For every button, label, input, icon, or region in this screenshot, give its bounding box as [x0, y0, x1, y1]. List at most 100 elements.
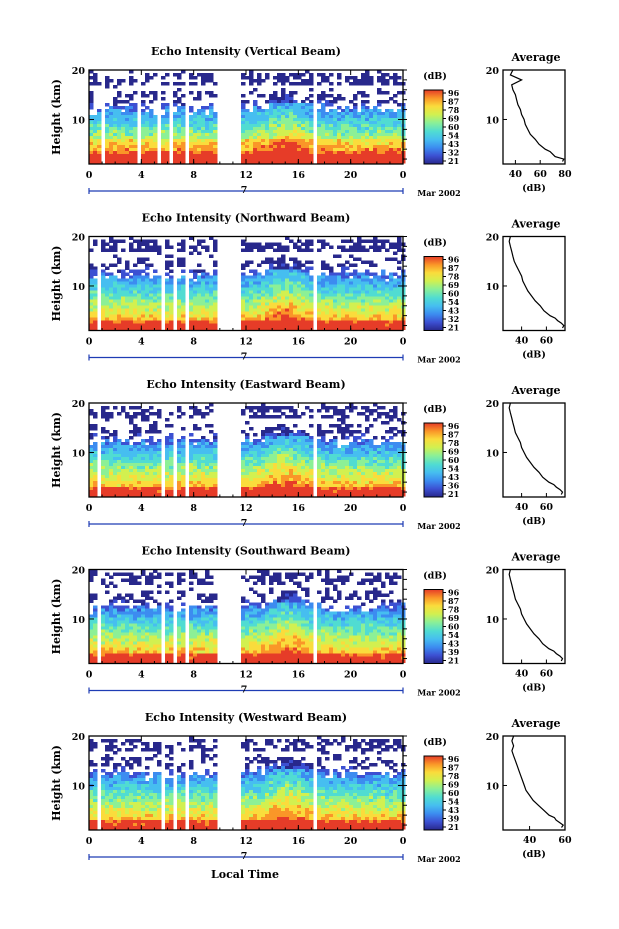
heatmap-cell [381, 73, 386, 77]
heatmap-cell [261, 403, 266, 407]
heatmap-cell [201, 308, 206, 312]
heatmap-cell [109, 457, 114, 461]
heatmap-cell [321, 472, 326, 476]
heatmap-cell [109, 466, 114, 470]
heatmap-cell [269, 245, 274, 249]
heatmap-cell [257, 139, 262, 143]
heatmap-cell [285, 478, 290, 482]
heatmap-cell [117, 439, 122, 443]
heatmap-cell [329, 136, 334, 140]
heatmap-cell [113, 436, 118, 440]
heatmap-cell [121, 278, 126, 282]
heatmap-cell [385, 284, 390, 288]
heatmap-cell [261, 412, 266, 416]
heatmap-cell [289, 145, 294, 149]
heatmap-cell [309, 82, 314, 86]
x-tick-label: 16 [292, 337, 306, 348]
heatmap-cell [365, 299, 370, 303]
heatmap-cell [341, 157, 346, 161]
heatmap-cell [297, 323, 302, 327]
heatmap-cell [365, 409, 370, 413]
heatmap-cell [293, 409, 298, 413]
heatmap-cell [297, 436, 302, 440]
heatmap-cell [385, 148, 390, 152]
heatmap-cell [373, 278, 378, 282]
heatmap-cell [265, 100, 270, 104]
heatmap-cell [261, 305, 266, 309]
heatmap-cell [153, 242, 158, 246]
heatmap-cell [253, 460, 258, 464]
heatmap-cell [345, 106, 350, 110]
heatmap-cell [381, 308, 386, 312]
heatmap-cell [89, 445, 94, 449]
heatmap-cell [117, 490, 122, 494]
heatmap-cell [345, 130, 350, 134]
heatmap-cell [277, 409, 282, 413]
heatmap-cell [113, 115, 118, 119]
heatmap-cell [269, 118, 274, 122]
heatmap-cell [105, 266, 110, 270]
heatmap-cell [213, 305, 218, 309]
heatmap-cell [245, 157, 250, 161]
heatmap-cell [209, 160, 214, 164]
heatmap-cell [117, 281, 122, 285]
heatmap-cell [297, 442, 302, 446]
heatmap-cell [249, 305, 254, 309]
heatmap-cell [125, 460, 130, 464]
heatmap-cell [397, 472, 402, 476]
heatmap-cell [273, 296, 278, 300]
heatmap-cell [213, 323, 218, 327]
heatmap-cell [201, 305, 206, 309]
heatmap-cell [205, 296, 210, 300]
heatmap-cell [129, 299, 134, 303]
heatmap-cell [121, 100, 126, 104]
heatmap-cell [321, 245, 326, 249]
heatmap-cell [361, 248, 366, 252]
heatmap-cell [93, 463, 98, 467]
heatmap-cell [129, 457, 134, 461]
heatmap-cell [345, 478, 350, 482]
heatmap-cell [257, 484, 262, 488]
heatmap-cell [113, 430, 118, 434]
heatmap-cell [277, 115, 282, 119]
heatmap-cell [269, 308, 274, 312]
heatmap-cells [89, 569, 406, 663]
heatmap-cell [125, 490, 130, 494]
heatmap-cell [169, 433, 174, 437]
heatmap-cell [125, 448, 130, 452]
heatmap-cell [89, 472, 94, 476]
heatmap-cell [213, 242, 218, 246]
heatmap-cell [329, 290, 334, 294]
heatmap-cell [333, 254, 338, 258]
heatmap-cell [253, 323, 258, 327]
heatmap-cell [105, 136, 110, 140]
heatmap-cell [269, 320, 274, 324]
heatmap-cell [265, 142, 270, 146]
heatmap-cell [117, 278, 122, 282]
heatmap-cell [289, 266, 294, 270]
heatmap-cell [269, 133, 274, 137]
heatmap-cell [177, 487, 182, 491]
heatmap-cell [177, 442, 182, 446]
heatmap-cell [197, 427, 202, 431]
heatmap-cell [201, 457, 206, 461]
heatmap-cell [361, 317, 366, 321]
heatmap-cell [113, 245, 118, 249]
heatmap-cell [361, 278, 366, 282]
heatmap-cell [321, 79, 326, 83]
heatmap-cell [241, 490, 246, 494]
heatmap-cell [381, 460, 386, 464]
heatmap-cell [345, 139, 350, 143]
heatmap-cell [293, 448, 298, 452]
heatmap-cell [189, 481, 194, 485]
heatmap-cell [193, 154, 198, 158]
heatmap-cell [117, 445, 122, 449]
heatmap-cell [257, 487, 262, 491]
heatmap-cell [281, 475, 286, 479]
heatmap-cell [109, 79, 114, 83]
heatmap-cell [117, 133, 122, 137]
heatmap-cell [205, 293, 210, 297]
heatmap-cell [345, 320, 350, 324]
heatmap-cell [333, 311, 338, 315]
heatmap-cell [277, 278, 282, 282]
